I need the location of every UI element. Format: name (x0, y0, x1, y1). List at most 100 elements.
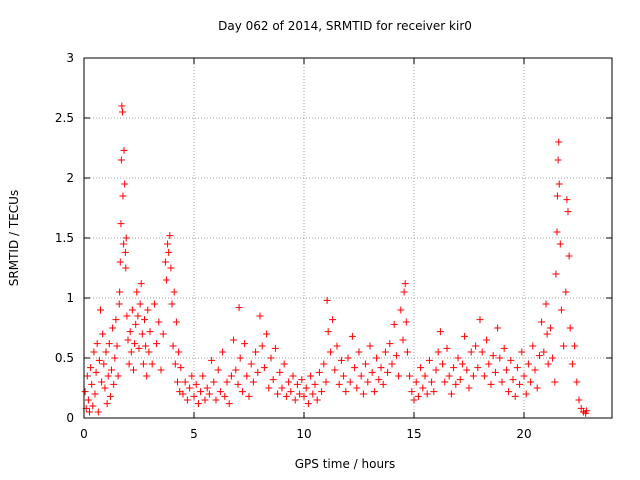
data-point (402, 318, 410, 326)
data-point (236, 354, 244, 362)
data-point (412, 378, 420, 386)
data-point (465, 384, 473, 392)
data-point (235, 304, 243, 312)
data-point (498, 378, 506, 386)
data-point (549, 354, 557, 362)
axis-ticks: 0 5 10 15 20 0 0.5 1 1.5 2 2.5 3 (55, 51, 612, 441)
data-point (494, 324, 502, 332)
data-point (507, 356, 515, 364)
data-point (326, 348, 334, 356)
data-point (263, 330, 271, 338)
data-point (410, 396, 418, 404)
data-point (355, 348, 363, 356)
data-point (201, 396, 209, 404)
x-tick-label: 20 (516, 427, 531, 441)
data-point (379, 380, 387, 388)
data-point (133, 288, 141, 296)
data-point (302, 384, 310, 392)
data-point (502, 366, 510, 374)
data-point (172, 318, 180, 326)
data-point (87, 364, 95, 372)
data-point (401, 280, 409, 288)
data-point (238, 388, 246, 396)
data-point (117, 156, 125, 164)
data-point (474, 364, 482, 372)
data-point (92, 368, 100, 376)
data-point (88, 380, 96, 388)
data-point (221, 392, 229, 400)
data-point (167, 264, 175, 272)
data-point (148, 360, 156, 368)
data-point (553, 228, 561, 236)
data-point (566, 324, 574, 332)
data-point (346, 378, 354, 386)
data-point (513, 364, 521, 372)
data-point (179, 390, 187, 398)
data-point (81, 388, 89, 396)
data-point (123, 312, 131, 320)
data-point (131, 340, 139, 348)
data-point (571, 342, 579, 350)
y-tick-label: 0 (66, 411, 74, 425)
data-point (94, 408, 102, 416)
data-point (441, 378, 449, 386)
data-point (267, 354, 275, 362)
data-point (139, 360, 147, 368)
data-point (390, 320, 398, 328)
data-point (555, 180, 563, 188)
data-point (106, 392, 114, 400)
data-point (161, 258, 169, 266)
data-point (403, 348, 411, 356)
data-point (183, 396, 191, 404)
data-point (157, 366, 165, 374)
y-tick-label: 1 (66, 291, 74, 305)
data-point (269, 376, 277, 384)
data-point (450, 364, 458, 372)
data-point (165, 248, 173, 256)
y-tick-label: 0.5 (55, 351, 74, 365)
data-point (522, 390, 530, 398)
data-point (125, 360, 133, 368)
data-point (408, 388, 416, 396)
data-point (121, 180, 129, 188)
data-point (177, 364, 185, 372)
y-tick-label: 2 (66, 171, 74, 185)
x-tick-label: 10 (296, 427, 311, 441)
data-point (419, 384, 427, 392)
y-axis-label: SRMTID / TECUs (7, 190, 21, 286)
data-point (120, 146, 128, 154)
data-point (500, 344, 508, 352)
data-point (137, 280, 145, 288)
data-point (377, 364, 385, 372)
data-point (112, 316, 120, 324)
data-point (113, 342, 121, 350)
data-point (491, 368, 499, 376)
data-point (135, 344, 143, 352)
data-point (192, 380, 200, 388)
data-point (249, 378, 257, 386)
data-point (397, 306, 405, 314)
data-point (98, 378, 106, 386)
data-point (114, 372, 122, 380)
data-point (430, 388, 438, 396)
data-point (153, 340, 161, 348)
data-point (463, 366, 471, 374)
data-point (155, 318, 163, 326)
data-point (583, 407, 591, 415)
data-point (293, 380, 301, 388)
data-point (538, 318, 546, 326)
data-point (340, 372, 348, 380)
data-point (199, 372, 207, 380)
data-point (223, 378, 231, 386)
data-point (210, 378, 218, 386)
data-point (171, 360, 179, 368)
data-point (186, 384, 194, 392)
data-point (443, 344, 451, 352)
data-point (194, 400, 202, 408)
data-point (84, 396, 92, 404)
data-point (461, 332, 469, 340)
data-point (483, 336, 491, 344)
data-point (208, 356, 216, 364)
data-point (227, 372, 235, 380)
